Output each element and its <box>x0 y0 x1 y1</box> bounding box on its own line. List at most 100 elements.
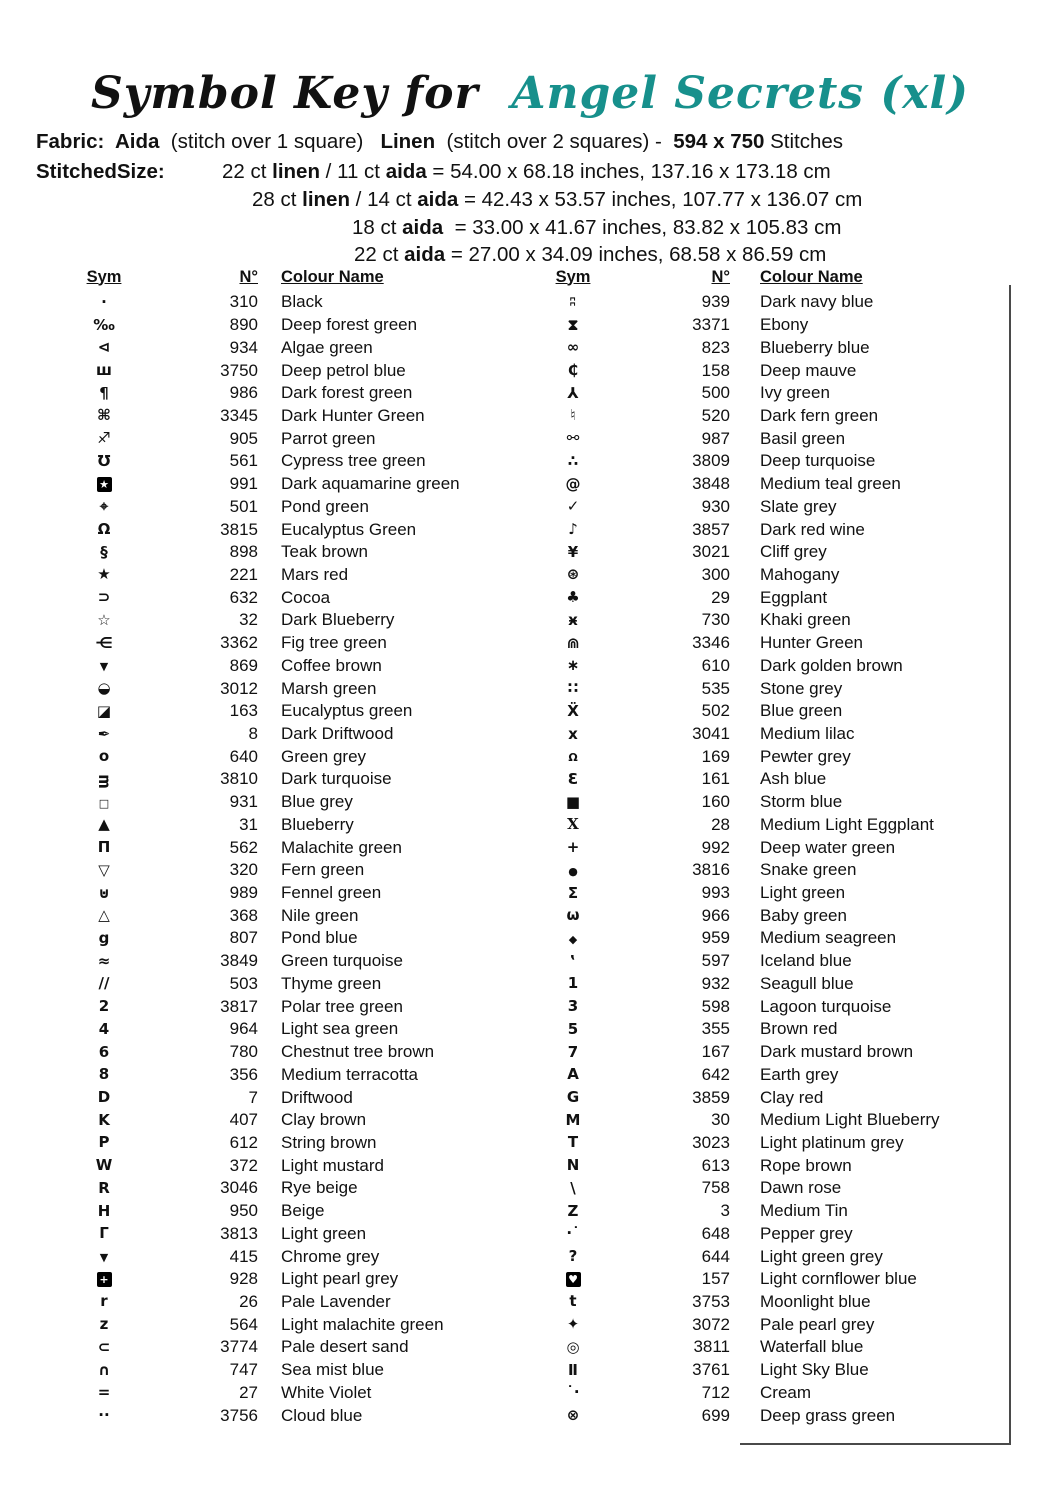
table-row: ω 966 Baby green <box>530 904 1020 927</box>
table-row: = 27 White Violet <box>60 1382 515 1405</box>
colour-name: Deep grass green <box>760 1405 896 1425</box>
symbol-glyph: N <box>566 1156 580 1175</box>
table-row: ·· 3756 Cloud blue <box>60 1404 515 1427</box>
thread-number: 3774 <box>220 1337 258 1357</box>
thread-number: 320 <box>229 860 258 880</box>
colour-name: Driftwood <box>281 1087 353 1107</box>
thread-number: 986 <box>229 383 258 403</box>
thread-number: 500 <box>701 383 730 403</box>
colour-name: Medium teal green <box>760 474 901 494</box>
table-row: +928 Light pearl grey <box>60 1268 515 1291</box>
table-row: ⌖ 501 Pond green <box>60 495 515 518</box>
symbol-glyph: \ <box>570 1178 576 1197</box>
thread-number: 950 <box>229 1201 258 1221</box>
colour-name: Polar tree green <box>281 996 403 1016</box>
text-segment: aida <box>404 243 446 266</box>
colour-name: Brown red <box>760 1019 838 1039</box>
thread-number: 648 <box>701 1223 730 1243</box>
colour-name: Mars red <box>281 564 349 584</box>
symbol-glyph: ω <box>566 906 580 925</box>
symbol-glyph: Ⅱ <box>568 1360 578 1379</box>
thread-number: 613 <box>701 1155 730 1175</box>
symbol-table-left: Sym N° Colour Name · 310 Black ‰ 890 Deep for… <box>60 265 515 1427</box>
thread-number: 169 <box>701 746 730 766</box>
symbol-glyph: Ω <box>568 751 578 765</box>
symbol-glyph: ◎ <box>566 1337 580 1356</box>
table-row: ◎ 3811 Waterfall blue <box>530 1336 1020 1359</box>
table-row: ∕∕ 503 Thyme green <box>60 973 515 996</box>
table-row: ⚯ 987 Basil green <box>530 427 1020 450</box>
table-row: ☆ 32 Dark Blueberry <box>60 609 515 632</box>
table-header: Sym N° Colour Name <box>530 265 1020 289</box>
symbol-glyph: = <box>97 1383 111 1402</box>
table-row: r 26 Pale Lavender <box>60 1291 515 1314</box>
table-row: ⊃ 632 Cocoa <box>60 586 515 609</box>
table-row: ♥ 157 Light cornflower blue <box>530 1268 1020 1291</box>
colour-name: Ivy green <box>760 383 830 403</box>
symbol-glyph: ·˙ <box>566 1224 580 1243</box>
symbol-glyph: ● <box>568 864 578 878</box>
thread-number: 632 <box>229 587 258 607</box>
thread-number: 3848 <box>692 474 730 494</box>
text-segment: (stitch over 2 squares) - <box>435 130 674 153</box>
table-row: T 3023 Light platinum grey <box>530 1132 1020 1155</box>
colour-name: White Violet <box>281 1382 372 1402</box>
colour-name: Cliff grey <box>760 542 827 562</box>
thread-number: 712 <box>701 1382 730 1402</box>
thread-number: 642 <box>701 1064 730 1084</box>
colour-name: Dark Blueberry <box>281 610 395 630</box>
table-row: ◪ 163 Eucalyptus green <box>60 700 515 723</box>
table-row: M 30 Medium Light Blueberry <box>530 1109 1020 1132</box>
thread-number: 934 <box>229 337 258 357</box>
table-row: ∴ 3809 Deep turquoise <box>530 450 1020 473</box>
symbol-table-right: Sym N° Colour Name ʭ 939 Dark navy blue ⧗ 33… <box>530 265 1020 1427</box>
thread-number: 987 <box>701 428 730 448</box>
page-title: Symbol Key for Angel Secrets (xl) <box>0 68 1060 119</box>
colour-name: Earth grey <box>760 1064 839 1084</box>
thread-number: 3345 <box>220 405 258 425</box>
thread-number: 26 <box>239 1291 258 1311</box>
symbol-glyph: · <box>101 292 107 311</box>
table-row: H 950 Beige <box>60 1200 515 1223</box>
colour-name: Medium Tin <box>760 1201 848 1221</box>
table-row: 6 780 Chestnut tree brown <box>60 1041 515 1064</box>
thread-number: 869 <box>229 655 258 675</box>
thread-number: 372 <box>229 1155 258 1175</box>
colour-name: Blue green <box>760 701 843 721</box>
thread-number: 3813 <box>220 1223 258 1243</box>
table-row: ★ 991 Dark aquamarine green <box>60 473 515 496</box>
table-row: Ω 169 Pewter grey <box>530 745 1020 768</box>
colour-name: Clay red <box>760 1087 824 1107</box>
thread-number: 3815 <box>220 519 258 539</box>
symbol-glyph: D <box>97 1088 111 1107</box>
thread-number: 993 <box>701 883 730 903</box>
colour-name: Light green <box>760 883 846 903</box>
thread-number: 939 <box>701 292 730 312</box>
thread-number: 699 <box>701 1405 730 1425</box>
colour-name: Deep mauve <box>760 360 857 380</box>
table-row: ? 644 Light green grey <box>530 1245 1020 1268</box>
header-number: N° <box>239 267 258 286</box>
colour-name: Mahogany <box>760 564 840 584</box>
table-row: ★ 221 Mars red <box>60 564 515 587</box>
table-row: ᴟ 3810 Dark turquoise <box>60 768 515 791</box>
thread-number: 167 <box>701 1042 730 1062</box>
symbol-glyph: ✒ <box>97 724 111 743</box>
colour-name: Eucalyptus Green <box>281 519 417 539</box>
colour-name: Blueberry <box>281 814 354 834</box>
symbol-glyph: H <box>97 1201 111 1220</box>
symbol-glyph: Ɛ <box>567 769 579 788</box>
thread-number: 991 <box>229 474 258 494</box>
colour-name: Pewter grey <box>760 746 851 766</box>
symbol-glyph: ☆ <box>97 610 111 629</box>
symbol-glyph: r <box>100 1292 108 1311</box>
thread-number: 747 <box>229 1360 258 1380</box>
thread-number: 368 <box>229 905 258 925</box>
symbol-glyph: ✓ <box>566 497 580 516</box>
symbol-glyph: g <box>98 928 110 947</box>
table-row: ₵ 158 Deep mauve <box>530 359 1020 382</box>
table-row: ⊛ 300 Mahogany <box>530 564 1020 587</box>
thread-number: 3346 <box>692 633 730 653</box>
thread-number: 930 <box>701 496 730 516</box>
text-segment: aida <box>402 216 444 239</box>
